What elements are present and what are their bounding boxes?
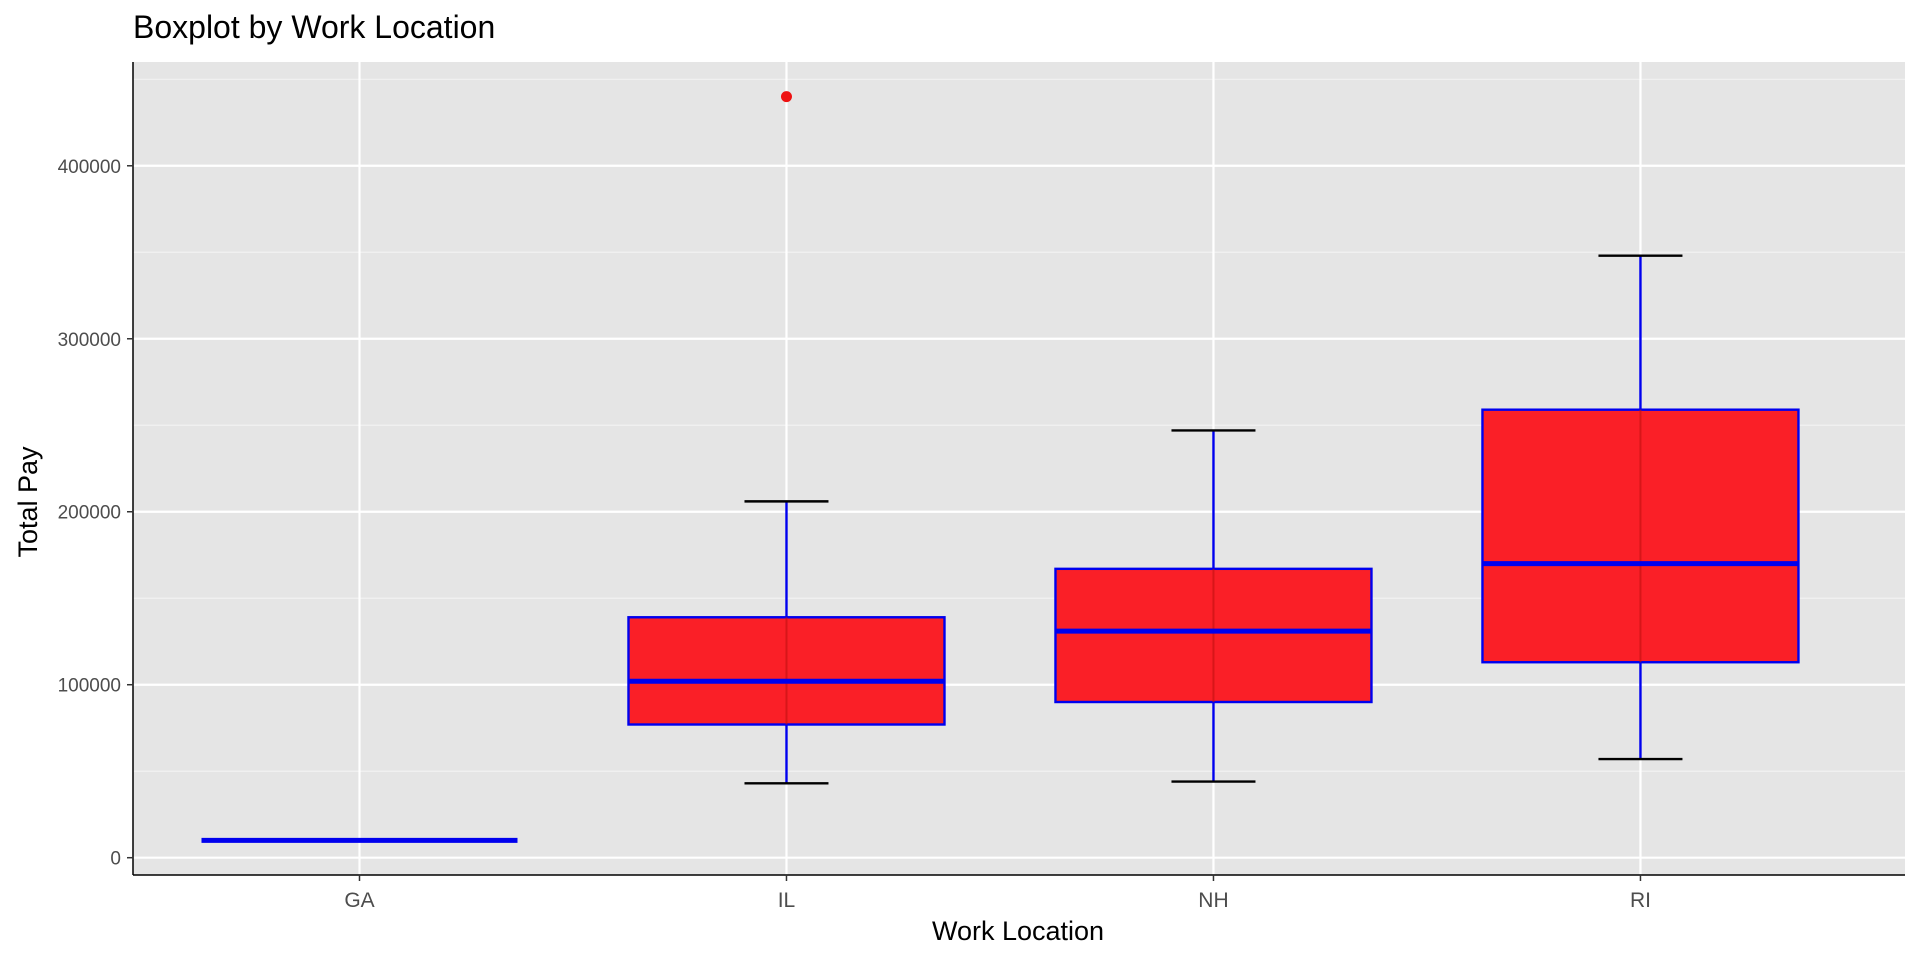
axes-layer: 0 100000 200000 300000 400000 GA IL NH RI: [58, 62, 1905, 912]
y-tick-label: 100000: [58, 676, 121, 697]
x-tick-label: NH: [1198, 889, 1228, 912]
y-tick-label: 400000: [58, 157, 121, 178]
box-nh: [1054, 429, 1373, 783]
y-axis-title: Total Pay: [13, 446, 43, 558]
chart-title: Boxplot by Work Location: [133, 9, 495, 45]
outlier-point: [780, 91, 792, 103]
y-tick-label: 200000: [58, 503, 121, 524]
x-axis-title: Work Location: [932, 916, 1104, 946]
y-tick-label: 0: [110, 849, 121, 870]
grid-lines: [133, 62, 1905, 875]
boxes-layer: [201, 91, 1800, 843]
box-ri: [1481, 254, 1800, 761]
x-tick-label: GA: [344, 889, 374, 912]
box-il: [627, 91, 946, 785]
x-tick-label: RI: [1630, 889, 1651, 912]
y-tick-label: 300000: [58, 330, 121, 351]
x-tick-label: IL: [778, 889, 796, 912]
